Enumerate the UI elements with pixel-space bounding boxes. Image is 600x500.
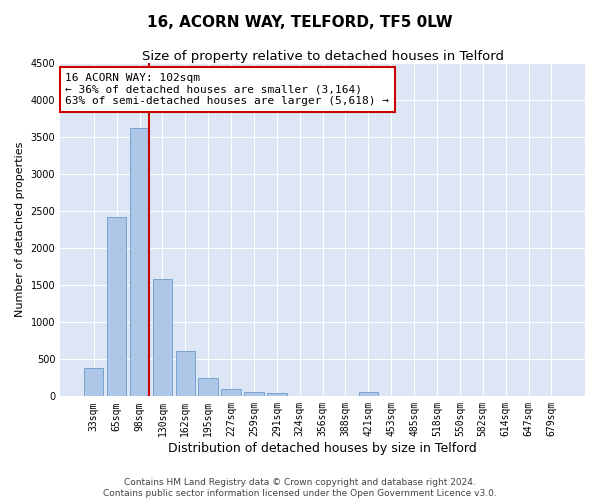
Bar — [176, 351, 195, 397]
Bar — [107, 217, 127, 396]
Bar — [199, 378, 218, 396]
Title: Size of property relative to detached houses in Telford: Size of property relative to detached ho… — [142, 50, 503, 63]
Bar — [84, 368, 103, 396]
Y-axis label: Number of detached properties: Number of detached properties — [15, 142, 25, 318]
Text: 16, ACORN WAY, TELFORD, TF5 0LW: 16, ACORN WAY, TELFORD, TF5 0LW — [147, 15, 453, 30]
Bar — [152, 280, 172, 396]
Bar — [267, 392, 287, 396]
Text: Contains HM Land Registry data © Crown copyright and database right 2024.
Contai: Contains HM Land Registry data © Crown c… — [103, 478, 497, 498]
Bar — [130, 128, 149, 396]
Bar — [359, 392, 378, 396]
Bar — [221, 388, 241, 396]
X-axis label: Distribution of detached houses by size in Telford: Distribution of detached houses by size … — [168, 442, 477, 455]
Text: 16 ACORN WAY: 102sqm
← 36% of detached houses are smaller (3,164)
63% of semi-de: 16 ACORN WAY: 102sqm ← 36% of detached h… — [65, 73, 389, 106]
Bar — [244, 392, 263, 396]
